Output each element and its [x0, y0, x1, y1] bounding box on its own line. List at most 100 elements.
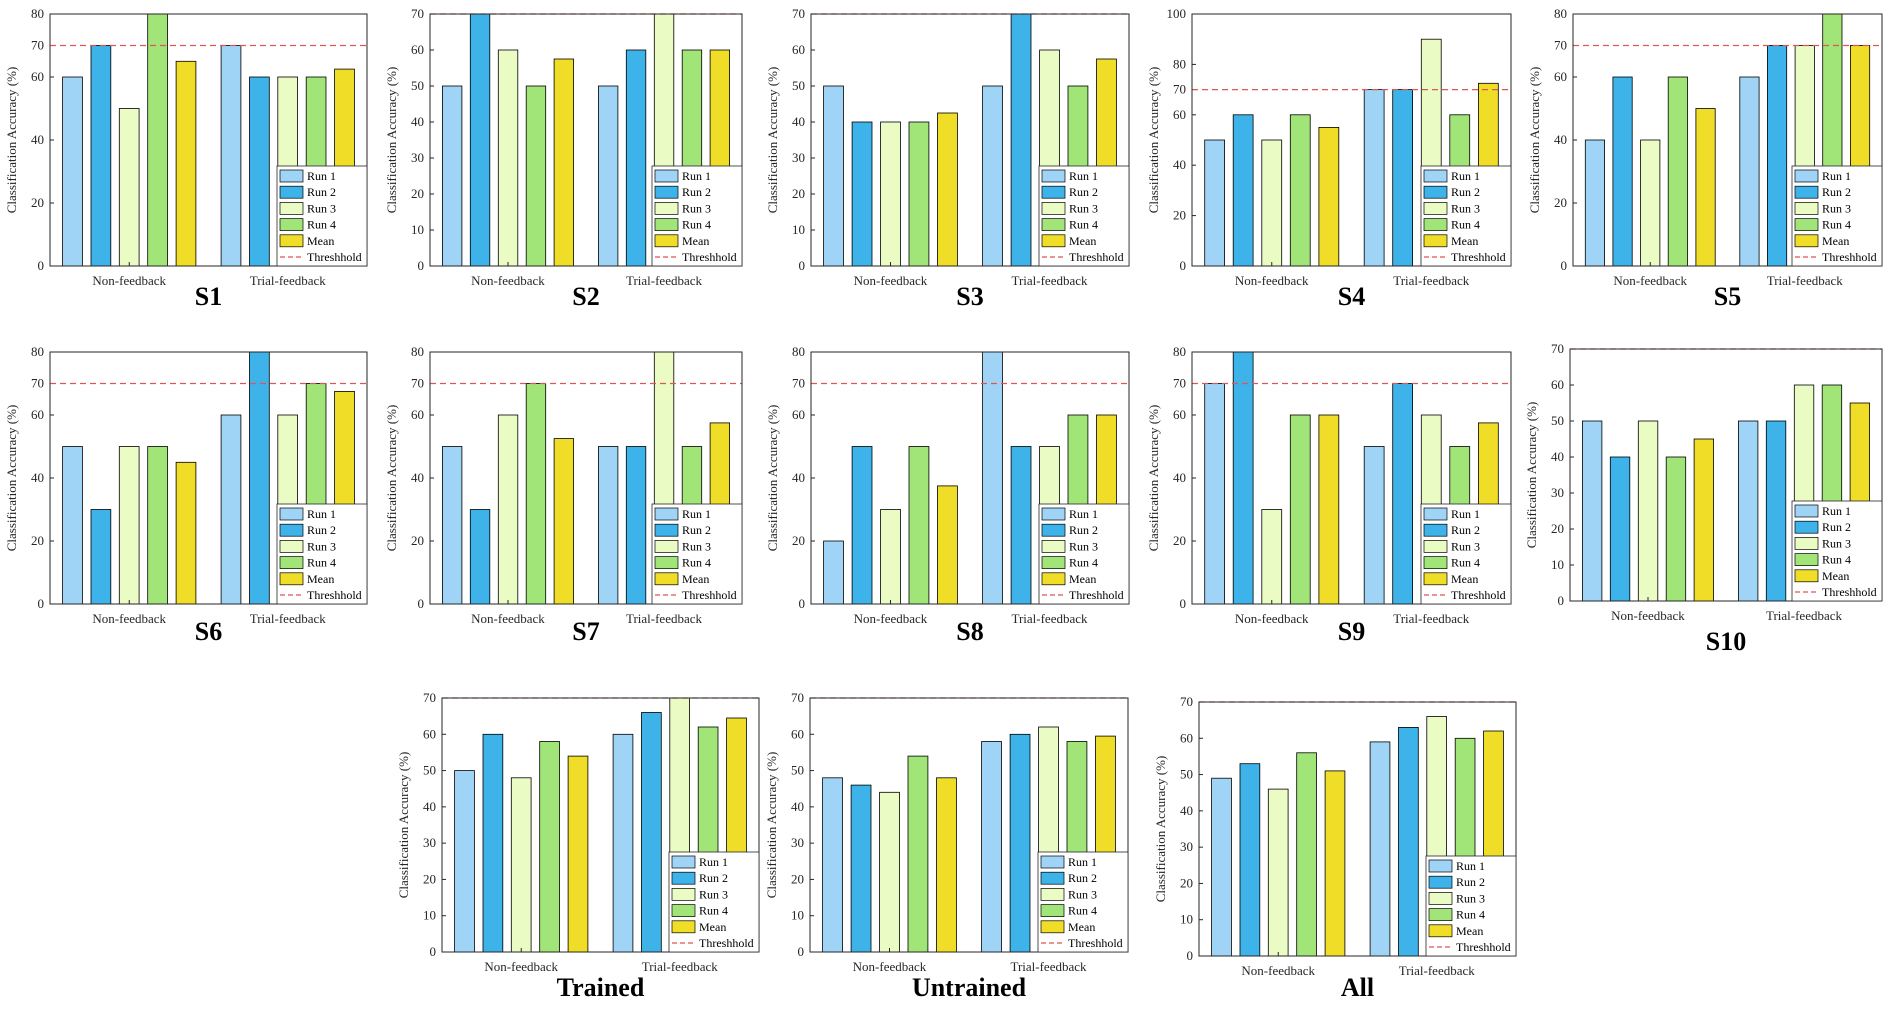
x-tick-label: Trial-feedback — [1767, 273, 1844, 288]
bar-run-2-trial-feedback — [1765, 420, 1787, 602]
x-tick-label: Trial-feedback — [1393, 273, 1470, 288]
bar-run-4-non-feedback — [1665, 456, 1687, 602]
y-tick-label: 40 — [1551, 449, 1564, 464]
y-tick-label: 70 — [1173, 376, 1186, 391]
y-tick-label: 60 — [411, 42, 424, 57]
y-tick-label: 10 — [411, 222, 424, 237]
bar-run-2-trial-feedback — [625, 49, 647, 267]
bar-mean-non-feedback — [1318, 127, 1340, 267]
legend: Run 1 Run 2 Run 3 Run 4 Mean Threshhold — [1038, 503, 1130, 605]
legend-entry: Mean — [682, 234, 709, 248]
x-tick-label: Non-feedback — [1235, 273, 1309, 288]
legend-swatch — [1423, 572, 1448, 586]
y-tick-label: 10 — [792, 222, 805, 237]
bar-run-2-non-feedback — [851, 121, 873, 267]
bar-run-1-trial-feedback — [982, 85, 1003, 267]
legend-entry: Run 1 — [699, 855, 728, 869]
x-tick-label: Non-feedback — [471, 273, 545, 288]
bar-run-1-non-feedback — [1204, 383, 1225, 605]
plot-frame — [1198, 701, 1517, 957]
bar-run-1-trial-feedback — [982, 351, 1003, 605]
y-tick-label: 0 — [430, 944, 437, 959]
bar-run-4-non-feedback — [907, 755, 929, 953]
legend-entry: Threshhold — [1822, 585, 1877, 599]
bar-run-1-non-feedback — [822, 777, 843, 953]
legend-entry: Run 1 — [1069, 507, 1098, 521]
legend-swatch — [1794, 218, 1819, 231]
bar-run-2-trial-feedback — [1009, 733, 1031, 953]
legend-entry: Run 4 — [307, 218, 336, 232]
legend-swatch — [1423, 218, 1448, 231]
legend-entry: Run 2 — [1068, 871, 1097, 885]
y-tick-label: 0 — [799, 596, 806, 611]
y-tick-label: 20 — [31, 195, 44, 210]
legend-swatch — [1423, 169, 1448, 183]
legend-entry: Run 4 — [682, 556, 711, 570]
panel-title: S5 — [1714, 282, 1741, 311]
bar-run-4-non-feedback — [147, 446, 168, 605]
y-tick-label: 50 — [791, 763, 804, 778]
legend-entry: Run 4 — [1451, 556, 1480, 570]
y-tick-label: 60 — [1173, 407, 1186, 422]
x-tick-label: Trial-feedback — [1010, 959, 1087, 974]
legend-box — [1791, 165, 1883, 267]
x-tick-label: Non-feedback — [1613, 273, 1687, 288]
panel-title: S3 — [956, 282, 983, 311]
bar-run-3-non-feedback — [1261, 139, 1283, 267]
legend-swatch — [1040, 920, 1065, 934]
plot-frame — [809, 697, 1129, 953]
y-axis-label: Classification Accuracy (%) — [1524, 402, 1539, 549]
legend-swatch — [654, 572, 679, 586]
bar-run-1-non-feedback — [823, 85, 844, 267]
legend-swatch — [279, 218, 304, 231]
bar-run-2-non-feedback — [469, 13, 491, 267]
y-tick-label: 20 — [792, 186, 805, 201]
bar-run-2-non-feedback — [1232, 114, 1254, 267]
bar-run-3-non-feedback — [879, 791, 900, 953]
bar-run-1-non-feedback — [1584, 139, 1606, 267]
legend-entry: Mean — [1069, 572, 1096, 586]
y-tick-label: 20 — [1173, 533, 1186, 548]
legend-entry: Run 3 — [1822, 201, 1851, 215]
legend-swatch — [279, 185, 304, 199]
legend-swatch — [279, 523, 304, 537]
y-axis-label: Classification Accuracy (%) — [765, 405, 780, 552]
legend-entry: Run 2 — [1069, 523, 1098, 537]
legend-entry: Threshhold — [1822, 250, 1877, 264]
panel-title: Trained — [557, 973, 645, 1002]
panel-title: S8 — [956, 617, 983, 646]
legend-box — [668, 851, 760, 953]
bar-run-3-non-feedback — [880, 121, 901, 267]
bar-run-2-trial-feedback — [249, 351, 270, 605]
plot-frame — [810, 13, 1130, 267]
legend-entry: Run 3 — [307, 539, 336, 553]
legend-swatch — [654, 169, 679, 183]
bar-mean-non-feedback — [1693, 438, 1714, 602]
bar-run-2-trial-feedback — [1392, 89, 1413, 267]
y-axis-label: Classification Accuracy (%) — [764, 752, 779, 899]
bar-run-1-trial-feedback — [598, 85, 619, 267]
y-tick-label: 80 — [31, 6, 44, 21]
legend-swatch — [1794, 504, 1819, 518]
bar-run-1-non-feedback — [1211, 777, 1232, 957]
legend-box — [1791, 500, 1883, 602]
legend-swatch — [1041, 572, 1066, 586]
legend-swatch — [279, 572, 304, 586]
y-tick-label: 20 — [1173, 208, 1186, 223]
legend-swatch — [1428, 908, 1453, 921]
legend-entry: Mean — [682, 572, 709, 586]
legend-entry: Run 1 — [1451, 169, 1480, 183]
legend-swatch — [1794, 537, 1819, 550]
plot-frame — [1191, 351, 1512, 605]
y-tick-label: 70 — [423, 690, 436, 705]
legend-entry: Run 4 — [1069, 556, 1098, 570]
legend: Run 1 Run 2 Run 3 Run 4 Mean Threshhold — [1420, 165, 1512, 267]
bar-run-2-trial-feedback — [1010, 446, 1032, 605]
y-tick-label: 0 — [418, 596, 425, 611]
bar-run-4-non-feedback — [147, 13, 168, 267]
legend-entry: Run 2 — [307, 185, 336, 199]
y-tick-label: 30 — [1551, 485, 1564, 500]
legend-box — [1425, 855, 1517, 957]
x-tick-label: Trial-feedback — [626, 273, 703, 288]
